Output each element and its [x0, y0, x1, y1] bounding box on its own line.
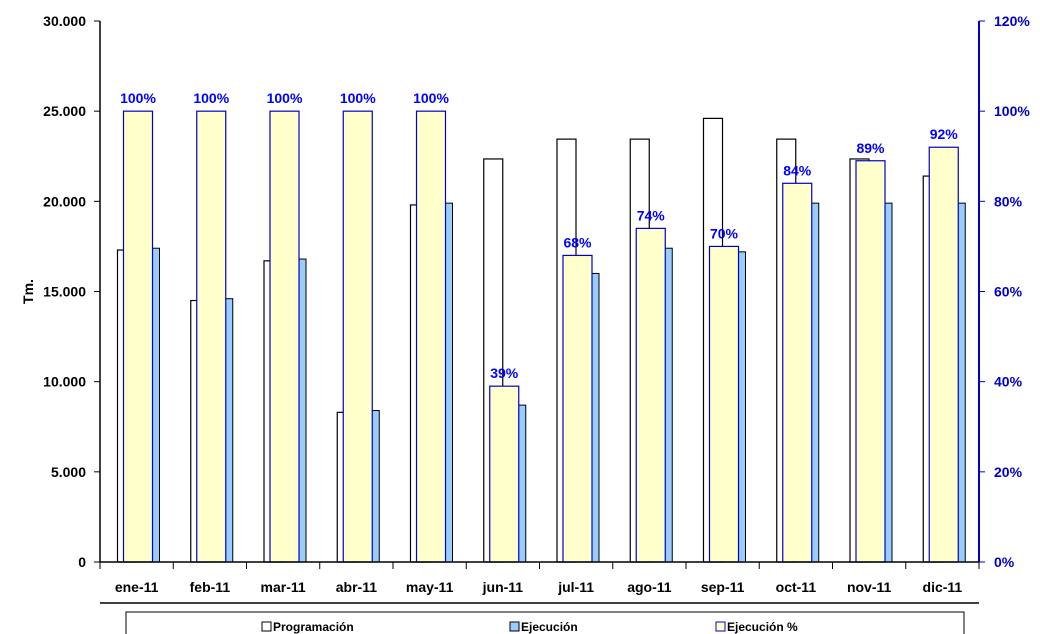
bar-ejecucion-pct [635, 227, 666, 563]
y-axis-title: Tm. [20, 279, 36, 304]
data-label: 100% [120, 90, 156, 106]
y-tick-label: 5.000 [51, 464, 86, 480]
data-label: 74% [637, 207, 666, 223]
data-label: 100% [340, 90, 376, 106]
legend-label: Ejecución % [727, 620, 798, 634]
y-tick-label: 15.000 [43, 284, 86, 300]
data-label: 68% [563, 234, 592, 250]
data-label: 100% [413, 90, 449, 106]
x-tick-label: jul-11 [557, 579, 594, 595]
data-label: 70% [710, 225, 739, 241]
data-label: 89% [856, 140, 885, 156]
bar-ejecucion-pct [269, 110, 300, 563]
bar-ejecucion-pct [928, 146, 959, 563]
y2-tick-label: 120% [994, 13, 1030, 29]
x-tick-label: feb-11 [190, 579, 231, 595]
bar-ejecucion-pct [489, 385, 520, 563]
data-label: 100% [193, 90, 229, 106]
x-tick-label: dic-11 [923, 579, 963, 595]
chart-axes: ene-11 feb-11 mar-11 abr-11 may-11 jun-11 jul-… [20, 13, 1030, 595]
x-tick-label: mar-11 [261, 579, 306, 595]
y-tick-label: 30.000 [43, 13, 86, 29]
bar-ejecucion-pct [196, 110, 227, 563]
legend-swatch [509, 621, 520, 632]
x-tick-label: nov-11 [847, 579, 892, 595]
y-tick-label: 0 [78, 554, 86, 570]
data-label: 100% [267, 90, 303, 106]
x-tick-label: ene-11 [115, 579, 159, 595]
bar-ejecucion-pct [122, 110, 154, 563]
legend-label: Ejecución [521, 620, 578, 634]
y2-tick-label: 40% [994, 374, 1023, 390]
x-tick-label: ago-11 [627, 579, 672, 595]
legend-label: Programación [273, 620, 354, 634]
chart-marks: 100% 100% 100% 100% 100% 39% 68% 74% 70% 84% 89% 92… [116, 90, 966, 563]
y-tick-label: 20.000 [43, 193, 86, 209]
bar-ejecucion-pct [415, 110, 447, 563]
y2-tick-label: 60% [994, 284, 1023, 300]
y-tick-label: 10.000 [43, 374, 86, 390]
x-tick-label: sep-11 [701, 579, 745, 595]
bar-ejecucion-pct [342, 110, 373, 563]
bar-ejecucion-pct [562, 254, 593, 563]
y2-tick-label: 80% [994, 193, 1023, 209]
legend-swatch [261, 621, 272, 632]
x-tick-label: abr-11 [336, 579, 377, 595]
bar-ejecucion-pct [708, 245, 740, 563]
data-label: 84% [783, 162, 812, 178]
bar-ejecucion-pct [855, 160, 886, 563]
bar-ejecucion-pct [782, 182, 813, 563]
x-tick-label: jun-11 [482, 579, 524, 595]
y-tick-label: 25.000 [43, 103, 86, 119]
x-tick-label: may-11 [406, 579, 454, 595]
legend-swatch [715, 621, 726, 632]
y2-tick-label: 100% [994, 103, 1030, 119]
legend-box [125, 611, 965, 634]
x-tick-label: oct-11 [776, 579, 817, 595]
y2-tick-label: 0% [994, 554, 1015, 570]
y2-tick-label: 20% [994, 464, 1023, 480]
legend: Programación Ejecución Ejecución % [100, 602, 979, 634]
data-label: 39% [490, 365, 519, 381]
data-label: 92% [930, 126, 959, 142]
